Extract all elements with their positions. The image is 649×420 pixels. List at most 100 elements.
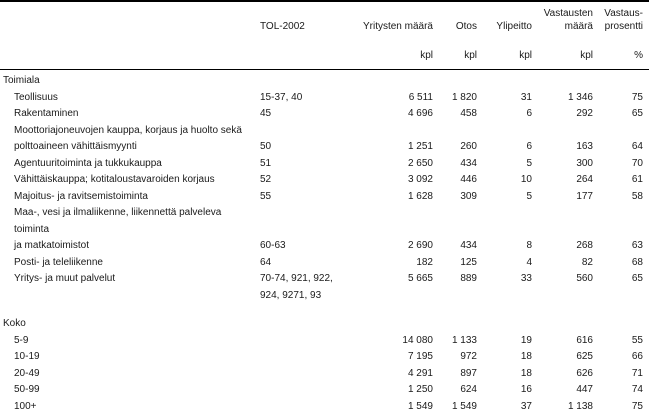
value-cell: 292: [576, 108, 593, 119]
value-cell: 55: [631, 334, 643, 346]
row-label: Yritys- ja muut palvelut: [14, 273, 116, 284]
table-row: 5-9 14 080 1 133 19 616 55: [0, 333, 649, 350]
value-cell: 5 175: [435, 415, 479, 420]
value-cell: 5 665: [407, 273, 433, 284]
value-cell: 70: [631, 157, 643, 169]
table-row: Posti- ja teleliikenne 64 182 125 4 82 68: [0, 255, 649, 272]
value-cell: 626: [576, 367, 593, 379]
row-label: Yhteensä: [0, 415, 258, 420]
value-cell: 182: [416, 256, 433, 268]
value-cell: 16: [520, 384, 532, 395]
table-row: Moottoriajoneuvojen kauppa, korjaus ja h…: [0, 123, 649, 156]
table-row: Teollisuus 15-37, 40 6 511 1 820 31 1 346 75: [0, 90, 649, 107]
unit-kpl: kpl: [534, 33, 595, 70]
value-cell: 889: [460, 273, 477, 284]
value-cell: 37: [520, 400, 532, 412]
value-cell: 19: [520, 334, 532, 346]
table-row: Maa-, vesi ja ilmaliikenne, liikennettä …: [0, 205, 649, 255]
label-column-header: [0, 1, 258, 33]
column-header-row: TOL-2002 Yritysten määrä Otos Ylipeitto …: [0, 1, 649, 33]
row-label: Majoitus- ja ravitsemistoiminta: [14, 190, 148, 202]
value-cell: 1 251: [407, 141, 433, 152]
section-heading-row: Koko: [0, 304, 649, 333]
value-cell: 64: [631, 141, 643, 152]
col-header-otos: Otos: [455, 21, 477, 32]
tol-code: [258, 382, 346, 399]
value-cell: 897: [460, 367, 477, 379]
value-cell: 4: [526, 256, 532, 268]
tol-code: [258, 399, 346, 416]
units-row: kpl kpl kpl kpl %: [0, 33, 649, 70]
tol-code: 50: [260, 141, 272, 152]
value-cell: 65: [631, 273, 643, 284]
value-cell: 65: [631, 108, 643, 119]
tol-code: 64: [260, 256, 272, 268]
value-cell: 68: [631, 256, 643, 268]
tol-code: [258, 349, 346, 366]
value-cell: 2 690: [407, 240, 433, 251]
row-label: Agentuuritoiminta ja tukkukauppa: [14, 157, 162, 169]
value-cell: 1 549: [451, 400, 477, 412]
col-header-tol: TOL-2002: [260, 21, 305, 32]
value-cell: 74: [631, 384, 643, 395]
value-cell: 560: [576, 273, 593, 284]
value-cell: 163: [576, 141, 593, 152]
value-cell: 18: [520, 367, 532, 379]
table-row: 20-49 4 291 897 18 626 71: [0, 366, 649, 383]
tol-code: 51: [260, 157, 272, 169]
value-cell: 5: [526, 157, 532, 169]
col-header-yritysten-maara: Yritysten määrä: [362, 21, 433, 32]
table-body: Toimiala Teollisuus 15-37, 40 6 511 1 820 31 1…: [0, 70, 649, 420]
value-cell: 3 092: [407, 174, 433, 185]
value-cell: 28 365: [346, 415, 435, 420]
value-cell: 6: [526, 108, 532, 119]
value-cell: 1 250: [407, 384, 433, 395]
row-label: 100+: [14, 400, 37, 412]
value-cell: 10: [520, 174, 532, 185]
tol-code: 52: [260, 174, 272, 185]
value-cell: 61: [631, 174, 643, 185]
value-cell: 68: [595, 415, 649, 420]
value-cell: 309: [460, 190, 477, 202]
unit-empty: [0, 33, 258, 70]
unit-kpl: kpl: [435, 33, 479, 70]
unit-empty: [258, 33, 346, 70]
value-cell: 6: [526, 141, 532, 152]
tol-code: [258, 415, 346, 420]
unit-percent: %: [595, 33, 649, 70]
value-cell: 177: [576, 190, 593, 202]
value-cell: 260: [460, 141, 477, 152]
tol-code: 60-63: [260, 240, 286, 251]
section-heading: Toimiala: [3, 75, 40, 86]
row-label: Rakentaminen: [14, 108, 79, 119]
row-label: Moottoriajoneuvojen kauppa, korjaus ja h…: [14, 124, 242, 153]
value-cell: 616: [576, 334, 593, 346]
value-cell: 972: [460, 351, 477, 362]
unit-kpl: kpl: [346, 33, 435, 70]
table-row: Agentuuritoiminta ja tukkukauppa 51 2 650 4…: [0, 156, 649, 173]
table-row: Rakentaminen 45 4 696 458 6 292 65: [0, 106, 649, 123]
col-header-vastausten-maara: Vastausten määrä: [543, 8, 593, 32]
value-cell: 434: [460, 157, 477, 169]
value-cell: 1 628: [407, 190, 433, 202]
table-row: 100+ 1 549 1 549 37 1 138 75: [0, 399, 649, 416]
value-cell: 1 820: [451, 91, 477, 103]
value-cell: 8: [526, 240, 532, 251]
row-label: Posti- ja teleliikenne: [14, 256, 103, 268]
unit-kpl: kpl: [479, 33, 534, 70]
value-cell: 2 650: [407, 157, 433, 169]
table-row: Yritys- ja muut palvelut 70-74, 921, 922,…: [0, 271, 649, 304]
section-heading: Koko: [3, 318, 26, 329]
value-cell: 1 549: [407, 400, 433, 412]
total-row: Yhteensä 28 3655 1751083 45268: [0, 415, 649, 420]
value-cell: 63: [631, 240, 643, 251]
table-row: Vähittäiskauppa; kotitaloustavaroiden ko…: [0, 172, 649, 189]
table-row: Majoitus- ja ravitsemistoiminta 55 1 628 30…: [0, 189, 649, 206]
value-cell: 108: [479, 415, 534, 420]
value-cell: 71: [631, 367, 643, 379]
value-cell: 300: [576, 157, 593, 169]
value-cell: 1 346: [567, 91, 593, 103]
value-cell: 458: [460, 108, 477, 119]
value-cell: 446: [460, 174, 477, 185]
